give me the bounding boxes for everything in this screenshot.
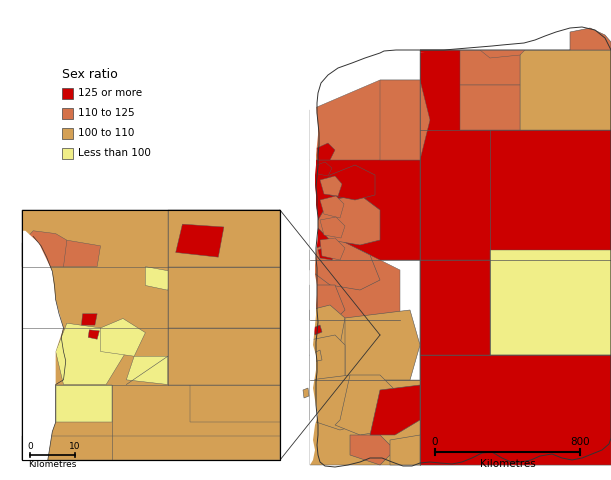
Polygon shape [56, 323, 126, 384]
Polygon shape [168, 210, 280, 266]
Text: Kilometres: Kilometres [28, 460, 77, 469]
Polygon shape [310, 160, 420, 260]
Polygon shape [22, 231, 67, 266]
Polygon shape [88, 330, 100, 339]
Polygon shape [310, 0, 611, 50]
Polygon shape [310, 50, 415, 72]
Polygon shape [81, 314, 97, 325]
Polygon shape [420, 355, 611, 465]
Bar [22, 210, 280, 460]
Polygon shape [310, 335, 345, 380]
Polygon shape [480, 38, 530, 58]
Text: Less than 100: Less than 100 [78, 148, 151, 158]
Polygon shape [420, 50, 611, 465]
Polygon shape [310, 240, 380, 290]
Bar [62, 108, 73, 119]
Polygon shape [190, 375, 280, 422]
Polygon shape [126, 356, 168, 384]
Text: 100 to 110: 100 to 110 [78, 129, 134, 139]
Polygon shape [310, 80, 430, 180]
Polygon shape [460, 50, 520, 85]
Polygon shape [335, 375, 400, 435]
Polygon shape [56, 240, 101, 266]
Polygon shape [145, 266, 171, 290]
Polygon shape [330, 165, 375, 200]
Text: 0: 0 [27, 442, 33, 451]
Polygon shape [320, 176, 342, 196]
Polygon shape [168, 328, 280, 384]
Polygon shape [380, 80, 420, 160]
Polygon shape [490, 250, 611, 355]
Text: 800: 800 [570, 437, 590, 447]
Polygon shape [318, 246, 336, 260]
Polygon shape [320, 196, 344, 218]
Polygon shape [310, 350, 322, 362]
Polygon shape [310, 51, 410, 465]
Polygon shape [317, 162, 332, 176]
Polygon shape [370, 385, 420, 435]
Text: 125 or more: 125 or more [78, 88, 142, 98]
Polygon shape [310, 250, 400, 330]
Text: 10: 10 [69, 442, 81, 451]
Polygon shape [303, 388, 309, 398]
Polygon shape [520, 50, 611, 130]
Polygon shape [390, 435, 420, 465]
Polygon shape [22, 210, 280, 460]
Polygon shape [22, 436, 280, 460]
Polygon shape [310, 52, 450, 100]
Polygon shape [317, 143, 335, 160]
Polygon shape [320, 217, 345, 238]
Polygon shape [168, 266, 280, 328]
Polygon shape [345, 310, 420, 380]
Polygon shape [420, 260, 490, 355]
Text: 110 to 125: 110 to 125 [78, 108, 134, 119]
Polygon shape [315, 195, 380, 245]
Polygon shape [310, 320, 400, 380]
Polygon shape [310, 285, 345, 325]
Polygon shape [26, 323, 37, 338]
Bar [22, 210, 280, 460]
Polygon shape [310, 380, 420, 465]
Bar [62, 148, 73, 159]
Bar [62, 88, 73, 99]
Polygon shape [56, 384, 112, 422]
Text: Kilometres: Kilometres [480, 459, 535, 469]
Polygon shape [22, 231, 64, 460]
Polygon shape [176, 224, 224, 257]
Polygon shape [460, 85, 520, 130]
Text: Sex ratio: Sex ratio [62, 68, 118, 81]
Polygon shape [313, 325, 322, 335]
Polygon shape [310, 375, 380, 430]
Bar [62, 128, 73, 139]
Polygon shape [101, 319, 145, 356]
Polygon shape [320, 238, 345, 260]
Text: 0: 0 [432, 437, 438, 447]
Polygon shape [310, 305, 345, 348]
Polygon shape [420, 28, 611, 50]
Polygon shape [350, 435, 395, 465]
Polygon shape [570, 30, 611, 50]
